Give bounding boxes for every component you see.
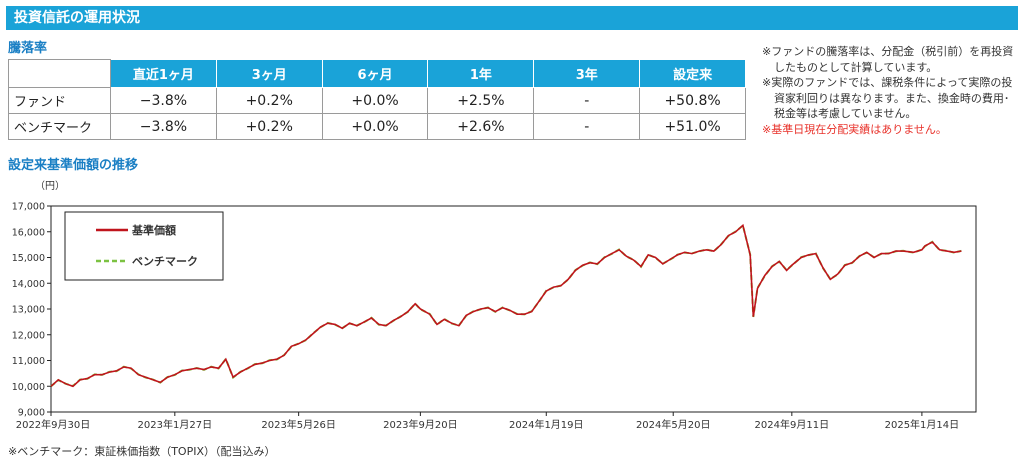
table-cell: - bbox=[533, 113, 641, 140]
x-tick-label: 2024年1月19日 bbox=[509, 418, 584, 431]
x-tick-label: 2022年9月30日 bbox=[16, 418, 91, 431]
note-tax-conditions: ※実際のファンドでは、課税条件によって実際の投資家利回りは異なります。また、換金… bbox=[762, 76, 1013, 120]
note-no-distribution: ※基準日現在分配実績はありません。 bbox=[762, 122, 947, 136]
header-3m: 3ヶ月 bbox=[215, 59, 323, 88]
performance-header-row: 直近1ヶ月 3ヶ月 6ヶ月 1年 3年 設定来 bbox=[8, 59, 746, 88]
row-label-fund: ファンド bbox=[8, 87, 111, 114]
table-row: ベンチマーク −3.8% +0.2% +0.0% +2.6% - +51.0% bbox=[8, 113, 746, 140]
table-cell: +51.0% bbox=[639, 113, 746, 140]
table-cell: +2.5% bbox=[427, 87, 535, 114]
row-label-benchmark: ベンチマーク bbox=[8, 113, 111, 140]
header-1y: 1年 bbox=[427, 59, 535, 88]
table-cell: −3.8% bbox=[110, 87, 217, 114]
x-tick-label: 2024年5月20日 bbox=[636, 418, 711, 431]
page-header: 投資信託の運用状況 bbox=[6, 6, 1018, 30]
x-tick-label: 2023年5月26日 bbox=[261, 418, 336, 431]
legend-box bbox=[64, 211, 224, 281]
legend-label-fund: 基準価額 bbox=[131, 223, 176, 237]
y-tick-label: 17,000 bbox=[12, 202, 45, 213]
table-cell: +50.8% bbox=[639, 87, 746, 114]
legend-label-benchmark: ベンチマーク bbox=[132, 255, 198, 268]
y-axis-unit-label: （円） bbox=[35, 180, 65, 192]
x-tick-label: 2023年9月20日 bbox=[383, 418, 458, 431]
table-cell: +0.0% bbox=[321, 87, 429, 114]
y-tick-label: 16,000 bbox=[12, 227, 45, 238]
header-6m: 6ヶ月 bbox=[321, 59, 429, 88]
notes-block: ※ファンドの騰落率は、分配金（税引前）を再投資したものとして計算しています。 ※… bbox=[762, 44, 1020, 137]
x-tick-label: 2025年1月14日 bbox=[885, 418, 960, 431]
table-cell: +0.2% bbox=[215, 113, 323, 140]
table-cell: +0.0% bbox=[321, 113, 429, 140]
y-tick-label: 14,000 bbox=[12, 279, 45, 290]
performance-table: 直近1ヶ月 3ヶ月 6ヶ月 1年 3年 設定来 ファンド −3.8% +0.2%… bbox=[8, 59, 746, 140]
y-axis: 9,000 10,000 11,000 12,000 13,000 14,000 15,00… bbox=[12, 202, 51, 419]
table-cell: +2.6% bbox=[427, 113, 535, 140]
y-tick-label: 10,000 bbox=[12, 382, 45, 393]
header-3y: 3年 bbox=[533, 59, 641, 88]
benchmark-footnote: ※ベンチマーク：東証株価指数（TOPIX）（配当込み） bbox=[8, 445, 276, 458]
chart-section-title: 設定来基準価額の推移 bbox=[8, 158, 139, 173]
header-1m: 直近1ヶ月 bbox=[110, 59, 217, 88]
header-since-inception: 設定来 bbox=[639, 59, 746, 88]
series-line-fund bbox=[50, 223, 962, 388]
y-tick-label: 9,000 bbox=[18, 408, 45, 419]
y-tick-label: 15,000 bbox=[12, 253, 45, 264]
table-cell: +0.2% bbox=[215, 87, 323, 114]
page-title: 投資信託の運用状況 bbox=[14, 10, 140, 26]
header-blank-cell bbox=[8, 59, 111, 88]
y-tick-label: 12,000 bbox=[12, 330, 45, 341]
nav-history-chart: （円） 9,000 10,000 11,000 12,000 13,000 14,000 1… bbox=[12, 180, 977, 431]
x-tick-label: 2023年1月27日 bbox=[138, 418, 213, 431]
note-reinvestment: ※ファンドの騰落率は、分配金（税引前）を再投資したものとして計算しています。 bbox=[762, 45, 1014, 74]
x-tick-label: 2024年9月11日 bbox=[755, 418, 830, 431]
table-cell: - bbox=[533, 87, 641, 114]
table-row: ファンド −3.8% +0.2% +0.0% +2.5% - +50.8% bbox=[8, 87, 746, 114]
performance-section-title: 騰落率 bbox=[8, 41, 48, 56]
table-cell: −3.8% bbox=[110, 113, 217, 140]
x-axis: 2022年9月30日 2023年1月27日 2023年5月26日 2023年9月20日… bbox=[16, 412, 959, 431]
y-tick-label: 13,000 bbox=[12, 305, 45, 316]
y-tick-label: 11,000 bbox=[12, 356, 45, 367]
legend: 基準価額 ベンチマーク bbox=[64, 211, 224, 281]
